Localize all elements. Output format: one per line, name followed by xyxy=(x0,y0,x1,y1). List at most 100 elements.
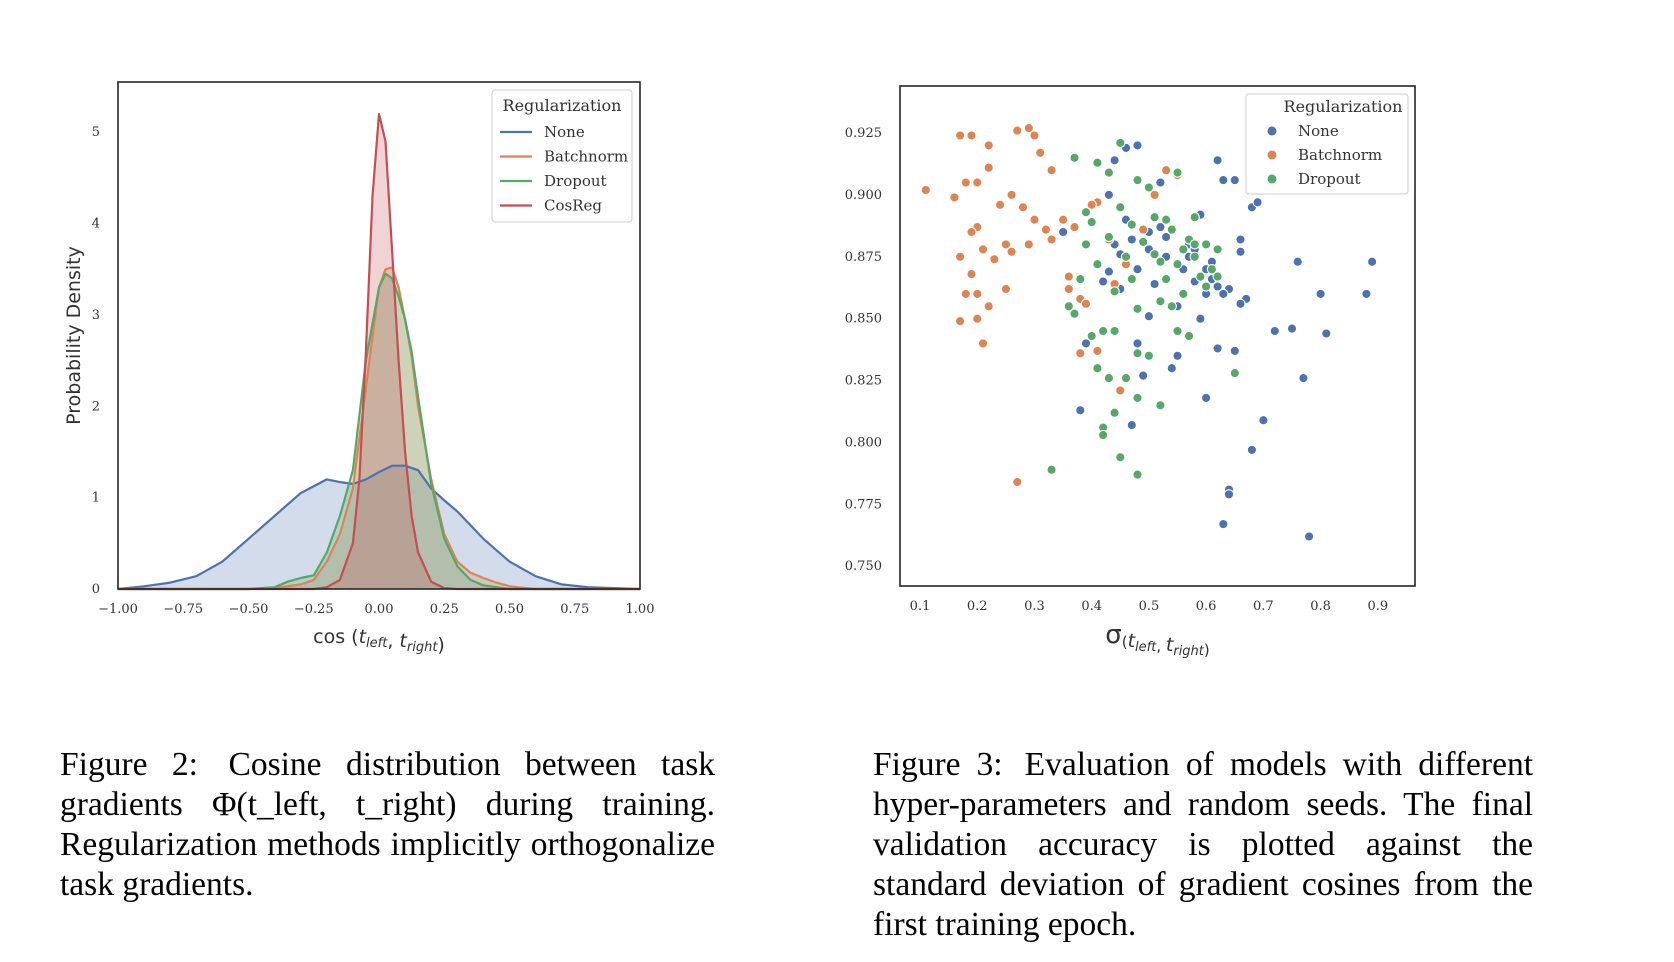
scatter-point-none xyxy=(1303,531,1315,542)
scatter-point-none xyxy=(1361,288,1372,300)
scatter-point-dropout xyxy=(1126,219,1137,230)
x-tick-label: −0.75 xyxy=(163,602,203,617)
scatter-point-batchnorm xyxy=(954,315,966,327)
y-tick-label: 0.750 xyxy=(845,559,882,574)
scatter-point-dropout xyxy=(1166,301,1177,312)
x-tick-label: 1.00 xyxy=(626,602,655,617)
scatter-point-dropout xyxy=(1206,264,1218,275)
legend-swatch-batchnorm xyxy=(1266,149,1278,161)
scatter-point-none xyxy=(1109,155,1120,166)
scatter-point-none xyxy=(1218,518,1229,530)
density-line-batchnorm xyxy=(118,266,640,591)
scatter-point-batchnorm xyxy=(949,192,960,203)
scatter-point-none xyxy=(1149,278,1160,290)
scatter-point-batchnorm xyxy=(966,268,977,280)
scatter-point-batchnorm xyxy=(1029,214,1040,225)
scatter-point-none xyxy=(1097,276,1109,287)
scatter-point-none xyxy=(1103,266,1115,277)
legend-label-cosreg: CosReg xyxy=(544,197,602,215)
legend-label-batchnorm: Batchnorm xyxy=(544,148,628,166)
scatter-point-batchnorm xyxy=(1023,239,1034,250)
scatter-point-none xyxy=(1155,177,1166,188)
scatter-point-dropout xyxy=(1109,407,1120,418)
scatter-point-none xyxy=(1212,281,1223,292)
scatter-point-batchnorm xyxy=(1000,239,1012,250)
scatter-point-none xyxy=(1315,288,1326,300)
x-tick-label: 0.3 xyxy=(1024,599,1045,614)
scatter-point-dropout xyxy=(1075,273,1086,285)
scatter-point-dropout xyxy=(1138,236,1149,248)
scatter-point-batchnorm xyxy=(1029,130,1040,141)
legend-title: Regularization xyxy=(503,96,622,115)
legend-label-none: None xyxy=(544,123,585,141)
scatter-point-dropout xyxy=(1155,296,1166,307)
scatter-point-dropout xyxy=(1143,350,1155,361)
scatter-point-dropout xyxy=(1080,239,1092,250)
plot-frame xyxy=(117,81,641,590)
scatter-point-dropout xyxy=(1195,271,1206,282)
y-tick-label: 3 xyxy=(92,308,100,323)
x-tick-label: −0.25 xyxy=(294,602,334,617)
plot-frame xyxy=(899,85,1416,587)
x-axis-label: σ(tleft, tright) xyxy=(1105,620,1210,659)
figure-3-caption-text: Evaluation of models with different hype… xyxy=(873,746,1534,943)
y-tick-label: 0.900 xyxy=(845,188,882,203)
scatter-point-batchnorm xyxy=(1006,189,1017,201)
scatter-point-dropout xyxy=(1166,224,1177,235)
x-tick-label: 0.1 xyxy=(910,599,931,614)
scatter-point-dropout xyxy=(1126,273,1137,285)
scatter-point-batchnorm xyxy=(983,162,994,173)
figure-3-caption: Figure 3: Evaluation of models with diff… xyxy=(873,745,1533,945)
scatter-point-dropout xyxy=(1086,216,1097,228)
scatter-point-dropout xyxy=(1120,372,1132,384)
scatter-point-batchnorm xyxy=(1075,348,1086,359)
legend-label-dropout: Dropout xyxy=(1298,170,1361,188)
scatter-point-batchnorm xyxy=(960,177,971,188)
scatter-point-dropout xyxy=(1132,303,1143,314)
scatter-point-none xyxy=(1057,226,1069,238)
density-line-cosreg xyxy=(118,112,640,591)
scatter-point-dropout xyxy=(1046,464,1057,475)
scatter-point-none xyxy=(1258,415,1269,426)
scatter-point-none xyxy=(1172,350,1183,361)
scatter-point-dropout xyxy=(1097,429,1109,441)
scatter-point-dropout xyxy=(1178,288,1189,300)
x-axis-label: cos (tleft, tright) xyxy=(313,626,445,656)
legend-swatch-none xyxy=(1266,125,1278,137)
scatter-point-batchnorm xyxy=(994,199,1006,210)
scatter-point-dropout xyxy=(1200,239,1212,250)
scatter-point-dropout xyxy=(1189,251,1200,262)
y-axis-label: Probability Density xyxy=(63,246,85,425)
scatter-point-dropout xyxy=(1080,207,1092,218)
scatter-point-dropout xyxy=(1172,259,1183,270)
scatter-point-batchnorm xyxy=(1012,125,1023,136)
scatter-point-dropout xyxy=(1149,249,1160,260)
figure-3-scatter-plot: 0.1 0.2 0.3 0.4 0.5 0.6 0.7 0.8 0.9 0.750 0.775 0.8… xyxy=(845,85,1416,659)
scatter-point-dropout xyxy=(1212,271,1223,282)
scatter-point-dropout xyxy=(1132,348,1143,359)
scatter-point-batchnorm xyxy=(1063,271,1074,282)
scatter-point-dropout xyxy=(1086,330,1097,342)
scatter-point-none xyxy=(1132,264,1143,275)
density-line-dropout xyxy=(118,272,640,591)
legend-label-dropout: Dropout xyxy=(544,172,607,190)
scatter-point-batchnorm xyxy=(920,184,931,196)
density-fill-batchnorm xyxy=(118,267,640,589)
scatter-point-dropout xyxy=(1103,231,1115,243)
density-fill-dropout xyxy=(118,273,640,589)
scatter-point-none xyxy=(1200,392,1212,404)
scatter-point-none xyxy=(1229,345,1240,357)
y-tick-label: 1 xyxy=(92,491,100,506)
scatter-point-batchnorm xyxy=(1006,246,1017,257)
figure-2-caption: Figure 2: Cosine distribution between ta… xyxy=(60,745,715,905)
scatter-point-batchnorm xyxy=(977,338,989,349)
scatter-point-batchnorm xyxy=(977,244,989,255)
scatter-point-none xyxy=(1223,489,1235,500)
x-tick-label: 0.75 xyxy=(560,602,589,617)
density-fill-cosreg xyxy=(118,114,640,589)
scatter-point-dropout xyxy=(1178,244,1189,255)
scatter-point-batchnorm xyxy=(1080,298,1092,309)
x-tick-label: 0.8 xyxy=(1310,599,1331,614)
y-tick-label: 0 xyxy=(92,582,100,597)
x-tick-label: 0.4 xyxy=(1081,599,1102,614)
